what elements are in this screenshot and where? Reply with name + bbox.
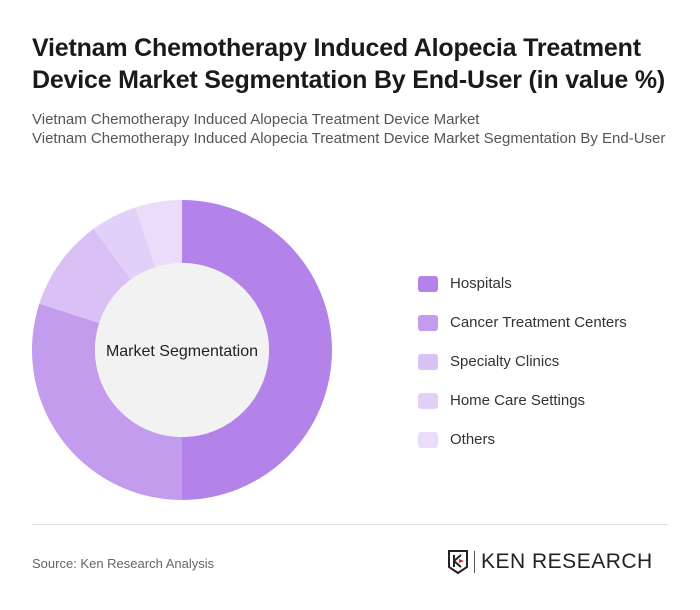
legend-swatch <box>418 353 438 370</box>
slice-others <box>135 200 182 268</box>
legend-item: Cancer Treatment Centers <box>418 303 627 342</box>
chart-header: Vietnam Chemotherapy Induced Alopecia Tr… <box>32 32 672 148</box>
legend: Hospitals Cancer Treatment Centers Special… <box>418 264 627 459</box>
divider <box>32 524 668 525</box>
slice-cancer-treatment-centers <box>31 303 182 500</box>
legend-item: Hospitals <box>418 264 627 303</box>
legend-swatch <box>418 431 438 448</box>
legend-item: Others <box>418 420 627 459</box>
chart-title: Vietnam Chemotherapy Induced Alopecia Tr… <box>32 34 666 94</box>
center-label: Market Segmentation <box>106 343 258 360</box>
legend-label: Others <box>450 431 496 448</box>
legend-swatch <box>418 275 438 292</box>
slice-home-care-settings <box>93 207 156 280</box>
donut-hole <box>95 263 269 437</box>
legend-label: Home Care Settings <box>450 392 586 409</box>
legend-swatch <box>418 392 438 409</box>
legend-label: Specialty Clinics <box>450 353 560 370</box>
slice-specialty-clinics <box>39 228 131 324</box>
subtitle-line-1: Vietnam Chemotherapy Induced Alopecia Tr… <box>32 111 480 128</box>
slice-hospitals <box>182 200 332 500</box>
logo-shield-icon <box>448 550 468 575</box>
legend-label: Hospitals <box>450 275 512 292</box>
legend-item: Specialty Clinics <box>418 342 627 381</box>
source-note: Source: Ken Research Analysis <box>32 556 215 571</box>
legend-item: Home Care Settings <box>418 381 627 420</box>
legend-label: Cancer Treatment Centers <box>450 314 627 331</box>
chart-subtitle: Vietnam Chemotherapy Induced Alopecia Tr… <box>32 110 672 148</box>
ken-research-logo: KEN RESEARCH <box>447 549 653 575</box>
subtitle-line-2: Vietnam Chemotherapy Induced Alopecia Tr… <box>32 130 666 147</box>
logo-text: KEN RESEARCH <box>481 550 653 573</box>
legend-swatch <box>418 314 438 331</box>
